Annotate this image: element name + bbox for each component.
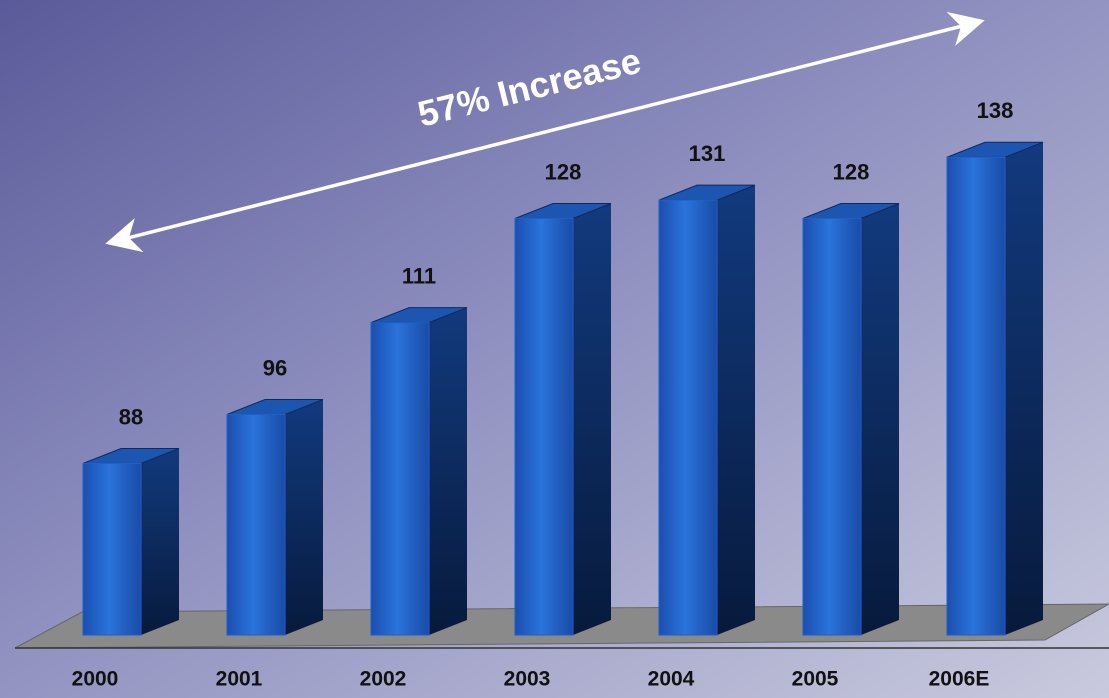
- value-label: 128: [545, 159, 582, 184]
- value-label: 128: [833, 159, 870, 184]
- value-label: 131: [689, 141, 726, 166]
- bar: [226, 414, 286, 636]
- x-tick-label: 2006E: [929, 668, 990, 691]
- value-label: 138: [977, 98, 1014, 123]
- x-tick-label: 2005: [792, 668, 839, 691]
- value-label: 96: [263, 355, 287, 380]
- bar-side: [573, 203, 611, 635]
- value-label: 111: [402, 263, 436, 288]
- value-label: 88: [119, 404, 143, 429]
- x-tick-label: 2002: [360, 668, 407, 691]
- bar-side: [1005, 142, 1043, 635]
- bar-side: [861, 203, 899, 635]
- x-tick-label: 2000: [72, 668, 119, 691]
- bar-side: [141, 448, 179, 635]
- x-tick-label: 2004: [648, 668, 695, 691]
- bar-side: [429, 307, 467, 635]
- increase-arrow: [105, 11, 985, 253]
- x-tick-label: 2003: [504, 668, 551, 691]
- bar: [802, 218, 862, 636]
- bar-side: [285, 399, 323, 635]
- bar: [658, 199, 718, 636]
- bar: [946, 156, 1006, 636]
- x-tick-label: 2001: [216, 668, 263, 691]
- bar-side: [717, 185, 755, 635]
- bar: [514, 218, 574, 636]
- bar: [82, 463, 142, 636]
- bar: [370, 322, 430, 636]
